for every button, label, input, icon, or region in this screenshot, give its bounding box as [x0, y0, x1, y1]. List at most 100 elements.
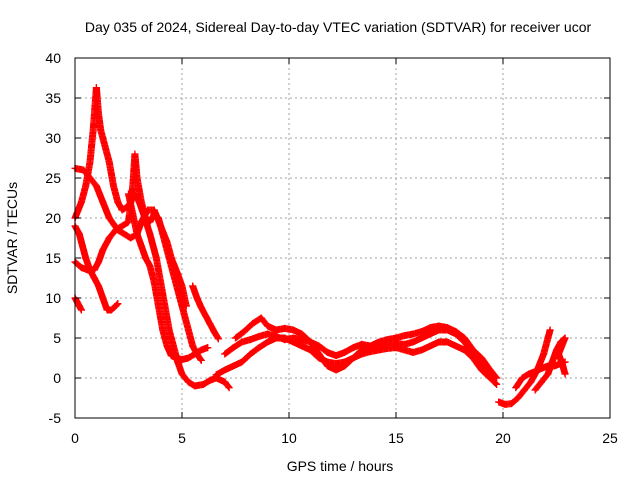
data-point — [99, 246, 107, 254]
data-point — [409, 330, 417, 338]
data-points — [71, 84, 569, 408]
data-point — [332, 352, 340, 360]
data-point — [246, 350, 254, 358]
data-point — [90, 274, 98, 282]
data-point — [435, 326, 443, 334]
data-point — [366, 342, 374, 350]
data-point — [142, 254, 150, 262]
data-point — [163, 342, 171, 350]
data-point — [146, 230, 154, 238]
data-point — [298, 342, 306, 350]
data-point — [426, 324, 434, 332]
x-tick-label: 20 — [495, 430, 511, 446]
data-point — [426, 330, 434, 338]
data-point — [212, 371, 220, 379]
series-track-13 — [71, 294, 85, 314]
data-point — [443, 326, 451, 334]
data-point — [191, 382, 199, 390]
data-point — [281, 336, 289, 344]
data-point — [544, 370, 552, 378]
data-point — [167, 262, 175, 270]
data-point — [493, 380, 501, 388]
data-point — [264, 338, 272, 346]
data-point — [150, 278, 158, 286]
data-point — [97, 126, 105, 134]
data-point — [77, 264, 85, 272]
data-point — [238, 338, 246, 346]
data-point — [154, 214, 162, 222]
data-point — [289, 326, 297, 334]
data-point — [120, 230, 128, 238]
data-point — [86, 158, 94, 166]
data-point — [478, 362, 486, 370]
data-point — [214, 335, 222, 343]
data-point — [557, 338, 565, 346]
data-point — [178, 370, 186, 378]
y-tick-label: 25 — [45, 170, 61, 186]
data-point — [559, 362, 567, 370]
data-point — [92, 182, 100, 190]
data-point — [469, 350, 477, 358]
data-point — [146, 218, 154, 226]
data-point — [409, 338, 417, 346]
data-point — [142, 214, 150, 222]
data-point — [531, 368, 539, 376]
data-point — [127, 234, 135, 242]
data-point — [150, 210, 158, 218]
data-point — [199, 380, 207, 388]
data-point — [129, 210, 137, 218]
data-point — [240, 328, 248, 336]
data-point — [544, 334, 552, 342]
tick-labels: 0 5 10 15 20 25 -5 0 5 10 15 20 25 30 35 40 — [45, 50, 618, 446]
x-tick-label: 5 — [178, 430, 186, 446]
data-point — [167, 352, 175, 360]
data-point — [561, 370, 569, 378]
data-point — [105, 214, 113, 222]
data-point — [289, 334, 297, 342]
data-point — [77, 306, 85, 314]
data-point — [137, 242, 145, 250]
data-point — [520, 386, 528, 394]
data-point — [95, 110, 103, 118]
data-point — [95, 258, 103, 266]
data-point — [172, 354, 180, 362]
data-point — [152, 254, 160, 262]
data-point — [229, 362, 237, 370]
series-track-5 — [125, 190, 212, 364]
data-point — [232, 334, 239, 342]
data-marker-plus — [71, 294, 85, 314]
data-point — [501, 400, 509, 408]
data-point — [99, 294, 107, 302]
data-point — [225, 384, 233, 392]
x-axis-label: GPS time / hours — [287, 458, 394, 474]
data-point — [452, 330, 460, 338]
data-point — [197, 346, 205, 354]
tick-marks — [74, 57, 611, 419]
data-point — [86, 266, 94, 274]
data-marker-plus — [212, 334, 501, 388]
data-point — [107, 306, 115, 314]
data-point — [114, 198, 122, 206]
data-point — [512, 384, 520, 392]
data-point — [161, 302, 169, 310]
data-point — [392, 340, 400, 348]
data-point — [105, 234, 113, 242]
data-point — [131, 150, 139, 158]
data-point — [112, 226, 120, 234]
series-track-6 — [189, 282, 222, 343]
data-point — [75, 302, 83, 310]
data-point — [306, 338, 314, 346]
data-point — [118, 222, 126, 230]
data-point — [125, 190, 132, 198]
data-point — [324, 348, 332, 356]
data-point — [189, 282, 197, 290]
data-point — [255, 332, 263, 340]
data-point — [495, 398, 503, 406]
y-tick-label: 30 — [45, 130, 61, 146]
data-point — [452, 342, 460, 350]
data-point — [332, 366, 340, 374]
data-point — [180, 310, 188, 318]
series-track-9 — [221, 326, 494, 378]
data-point — [89, 126, 97, 134]
data-point — [184, 354, 192, 362]
